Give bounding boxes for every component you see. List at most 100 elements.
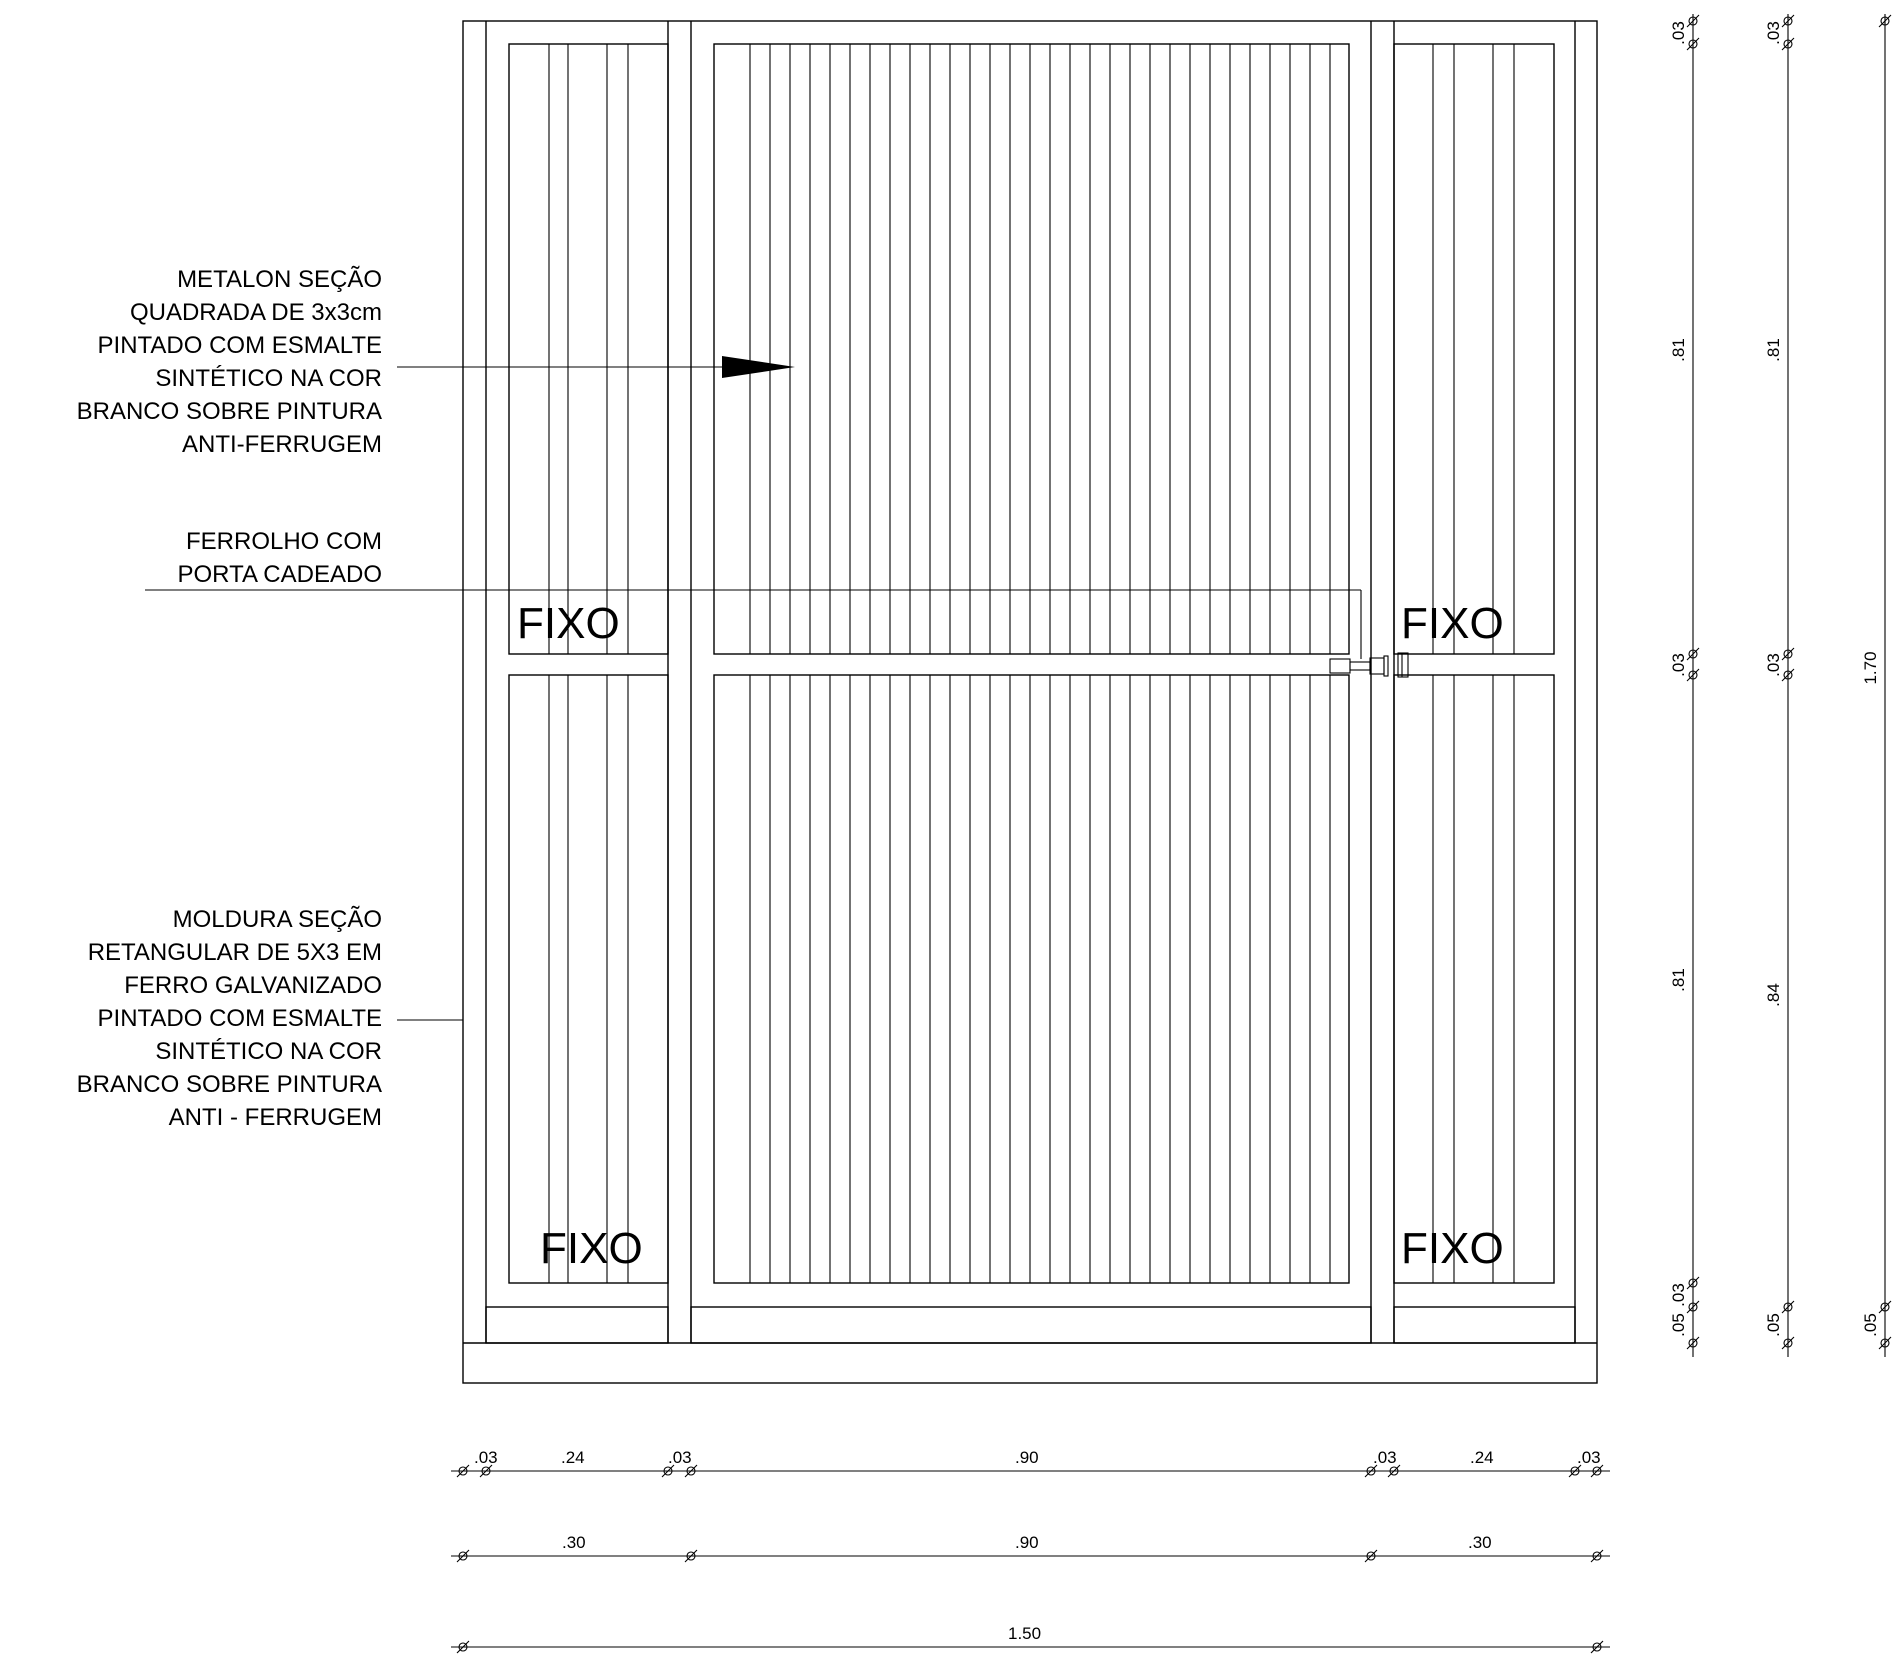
note-ferrolho-line: PORTA CADEADO (177, 561, 383, 588)
note-ferrolho-line: FERROLHO COM (185, 528, 382, 555)
dim-tick (1688, 39, 1698, 49)
dim-tick (1880, 1302, 1890, 1312)
dim-tick (1781, 37, 1795, 51)
dim-v1-081-a: .81 (1669, 338, 1688, 362)
dim-tick (1592, 1466, 1602, 1476)
dim-v2-081: .81 (1764, 338, 1783, 362)
dim-tick (458, 1551, 468, 1561)
dim-tick (1783, 16, 1793, 26)
dim-h1-003-d: .03 (1577, 1448, 1601, 1467)
fixo-label-top-right: FIXO (1401, 599, 1504, 648)
dim-tick (1688, 16, 1698, 26)
dim-tick (1688, 1278, 1698, 1288)
dim-v2-005: .05 (1764, 1313, 1783, 1337)
dim-tick (1688, 670, 1698, 680)
dim-tick (1781, 1336, 1795, 1350)
dim-tick (1688, 1338, 1698, 1348)
dim-h2-090: .90 (1015, 1533, 1039, 1552)
dim-tick (479, 1464, 493, 1478)
note-metalon-line: QUADRADA DE 3x3cm (129, 299, 382, 326)
dim-ticks-vertical (1686, 14, 1892, 1350)
dim-tick (1880, 16, 1890, 26)
dim-tick (1364, 1549, 1378, 1563)
dim-tick (1387, 1464, 1401, 1478)
right-top-panel (1393, 43, 1555, 655)
dim-h1-024-b: .24 (1470, 1448, 1494, 1467)
dim-v2-084: .84 (1764, 983, 1783, 1007)
dim-tick (1688, 649, 1698, 659)
note-metalon: METALON SEÇÃO QUADRADA DE 3x3cm PINTADO CO… (77, 263, 382, 461)
note-metalon-line: METALON SEÇÃO (177, 266, 382, 293)
dim-tick (1783, 39, 1793, 49)
dim-h2-030-a: .30 (562, 1533, 586, 1552)
dim-ticks-horizontal (456, 1464, 1604, 1654)
leader-metalon (397, 356, 795, 378)
dim-h3-150: 1.50 (1008, 1624, 1041, 1643)
note-moldura: MOLDURA SEÇÃO RETANGULAR DE 5X3 EM FERRO G… (77, 903, 382, 1134)
dim-tick (1366, 1551, 1376, 1561)
dim-tick (1783, 649, 1793, 659)
dim-tick (1590, 1549, 1604, 1563)
dim-tick (1686, 14, 1700, 28)
dim-h2-030-b: .30 (1468, 1533, 1492, 1552)
bolt-latch (1329, 652, 1409, 678)
dim-v1-005: .05 (1669, 1313, 1688, 1337)
dim-tick (1781, 1300, 1795, 1314)
leader-ferrolho (145, 589, 1362, 659)
left-bottom-panel (508, 674, 669, 1284)
note-moldura-line: SINTÉTICO NA COR (155, 1038, 382, 1065)
note-metalon-line: ANTI-FERRUGEM (182, 431, 382, 458)
note-moldura-line: ANTI - FERRUGEM (168, 1104, 382, 1131)
note-moldura-line: FERRO GALVANIZADO (124, 972, 382, 999)
dim-tick (1366, 1466, 1376, 1476)
dim-tick (1590, 1464, 1604, 1478)
dim-tick (1688, 1302, 1698, 1312)
dim-tick (1686, 1336, 1700, 1350)
dim-tick (1592, 1551, 1602, 1561)
dim-v1-003-a: .03 (1669, 21, 1688, 45)
dim-v1-081-b: .81 (1669, 968, 1688, 992)
dim-tick (1686, 647, 1700, 661)
dim-tick (686, 1551, 696, 1561)
center-top-panel (713, 43, 1350, 655)
dim-h1-003-b: .03 (668, 1448, 692, 1467)
dim-tick (684, 1464, 698, 1478)
dim-tick (458, 1642, 468, 1652)
dim-tick (1878, 1336, 1892, 1350)
left-top-panel (508, 43, 669, 655)
dim-tick (1783, 1338, 1793, 1348)
dim-tick (1781, 647, 1795, 661)
note-metalon-line: PINTADO COM ESMALTE (97, 332, 382, 359)
dim-tick (684, 1549, 698, 1563)
bottom-rails (485, 1306, 1576, 1344)
dim-tick (686, 1466, 696, 1476)
fixo-label-top-left: FIXO (517, 599, 620, 648)
dim-tick (1570, 1466, 1580, 1476)
dim-v3-170: 1.70 (1861, 651, 1880, 684)
dim-tick (1783, 1302, 1793, 1312)
dim-h1-003-c: .03 (1373, 1448, 1397, 1467)
dim-tick (1364, 1464, 1378, 1478)
dim-tick (1592, 1642, 1602, 1652)
dim-v1-003-b: .03 (1669, 653, 1688, 677)
dim-tick (661, 1464, 675, 1478)
dim-tick (456, 1640, 470, 1654)
fixo-label-bottom-left: FIXO (540, 1224, 643, 1273)
dim-v3-005: .05 (1861, 1313, 1880, 1337)
note-ferrolho: FERROLHO COM PORTA CADEADO (178, 525, 383, 591)
dim-tick (456, 1464, 470, 1478)
dim-tick (663, 1466, 673, 1476)
dim-tick (1878, 14, 1892, 28)
dim-h1-003-a: .03 (474, 1448, 498, 1467)
note-moldura-line: MOLDURA SEÇÃO (172, 906, 382, 933)
center-bottom-panel (713, 674, 1350, 1284)
fixo-label-bottom-right: FIXO (1401, 1224, 1504, 1273)
dim-v1-003-c: .03 (1669, 1283, 1688, 1307)
note-moldura-line: BRANCO SOBRE PINTURA (76, 1071, 382, 1098)
note-moldura-line: RETANGULAR DE 5X3 EM (87, 939, 382, 966)
dim-tick (1568, 1464, 1582, 1478)
dim-tick (1686, 668, 1700, 682)
dim-tick (481, 1466, 491, 1476)
note-moldura-line: PINTADO COM ESMALTE (97, 1005, 382, 1032)
